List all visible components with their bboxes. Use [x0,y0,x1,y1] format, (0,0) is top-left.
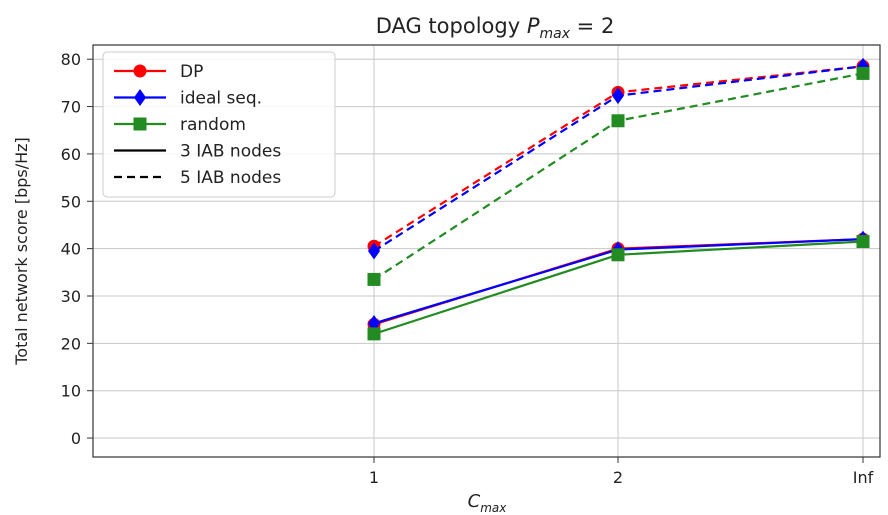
legend-entry: random [114,115,246,135]
x-tick-label: Inf [853,468,874,487]
legend-entry: 3 IAB nodes [114,142,281,162]
series-5 [367,235,870,341]
legend-marker [133,117,147,131]
x-axis-label-sub: max [480,501,507,515]
data-point [856,66,870,80]
x-axis-label-base: C [468,491,481,512]
y-axis-label: Total network score [bps/Hz] [12,137,31,366]
legend-entry: 5 IAB nodes [114,168,281,188]
data-point [611,248,625,262]
x-tick-label: 1 [369,468,379,487]
y-tick-label: 50 [61,192,81,211]
plot-frame [92,44,881,458]
legend-marker [133,64,147,78]
chart-title: DAG topology Pmax = 2 [376,14,615,42]
x-tick-label: 2 [613,468,623,487]
legend-label: DP [180,62,203,82]
legend-marker [134,89,146,106]
legend-label: 5 IAB nodes [180,168,281,188]
y-tick-label: 20 [61,334,81,353]
data-point [612,87,624,105]
legend-box [102,51,336,198]
y-tick-label: 30 [61,287,81,306]
legend: DP ideal seq. random 3 IAB nodes 5 IAB nodes [102,51,336,198]
data-point [856,235,870,249]
y-tick-label: 40 [61,240,81,259]
legend-entry: ideal seq. [114,89,262,109]
y-tick-label: 80 [61,50,81,69]
legend-entry: DP [114,62,203,82]
legend-label: random [180,115,246,135]
y-tick-label: 60 [61,145,81,164]
chart-title-math: P [527,14,540,38]
data-point [611,114,625,128]
x-axis-label: Cmax [468,491,508,515]
legend-label: ideal seq. [180,89,262,109]
chart-title-math-sub: max [539,26,570,42]
y-tick-label: 70 [61,98,81,117]
legend-label: 3 IAB nodes [180,142,281,162]
data-point [367,272,381,286]
axes: 0 10 20 30 40 50 60 70 80 1 2 Inf [61,50,874,487]
y-tick-label: 10 [61,382,81,401]
series-2 [367,66,870,286]
data-point [368,242,380,260]
data-point [367,327,381,341]
chart-title-prefix: DAG topology [376,14,527,38]
series-layer [367,57,870,341]
y-tick-label: 0 [71,429,81,448]
chart-title-suffix: = 2 [570,14,614,38]
